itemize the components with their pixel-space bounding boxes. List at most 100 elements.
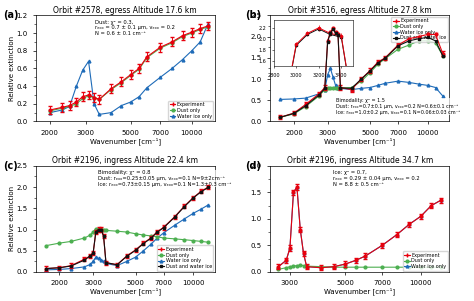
Dust and water ice: [278, 115, 283, 119]
Water ice only: [172, 223, 177, 227]
Dust and water ice: [291, 112, 297, 115]
Dust only: [198, 240, 204, 243]
Dust only: [100, 228, 106, 231]
Dust only: [98, 227, 104, 231]
Dust and water ice: [93, 230, 99, 234]
Line: Dust only: Dust only: [277, 264, 442, 271]
Dust only: [325, 87, 330, 90]
Dust only: [205, 240, 211, 244]
Title: Orbit #3516, egress Altitude 27.8 km: Orbit #3516, egress Altitude 27.8 km: [288, 5, 431, 14]
Dust only: [136, 67, 142, 71]
Water ice only: [407, 222, 412, 226]
Water ice only: [88, 262, 93, 266]
Dust only: [395, 48, 401, 51]
Dust only: [96, 98, 102, 101]
Dust only: [43, 244, 49, 247]
Water ice only: [379, 244, 385, 247]
Dust only: [189, 31, 195, 35]
Water ice only: [98, 258, 104, 262]
Dust only: [169, 41, 175, 45]
Water ice only: [406, 81, 412, 84]
Dust only: [57, 241, 63, 245]
Water ice only: [325, 73, 330, 76]
Dust and water ice: [416, 37, 422, 41]
Water ice only: [353, 259, 359, 262]
Dust only: [108, 88, 114, 92]
Dust only: [406, 43, 412, 47]
Line: Dust and water ice: Dust and water ice: [279, 27, 444, 119]
Dust and water ice: [182, 205, 187, 208]
Dust only: [114, 229, 120, 233]
Dust only: [148, 234, 154, 238]
Dust and water ice: [367, 69, 373, 73]
Dust only: [316, 94, 322, 98]
Dust only: [287, 265, 293, 268]
Water ice only: [82, 265, 87, 269]
Water ice only: [418, 214, 424, 218]
Dust only: [331, 265, 337, 269]
Dust and water ice: [155, 230, 160, 234]
Water ice only: [169, 67, 175, 70]
Dust only: [118, 81, 124, 84]
Dust and water ice: [333, 31, 338, 35]
Line: Water ice only: Water ice only: [48, 23, 209, 116]
Dust and water ice: [114, 263, 120, 267]
Water ice only: [358, 87, 364, 90]
Water ice only: [68, 267, 74, 270]
Dust only: [68, 240, 74, 243]
Dust only: [197, 28, 203, 31]
Water ice only: [383, 82, 388, 85]
Dust only: [407, 265, 412, 269]
Dust only: [375, 62, 381, 66]
Water ice only: [80, 68, 85, 72]
Dust and water ice: [133, 249, 138, 252]
Water ice only: [349, 88, 355, 92]
Dust only: [294, 264, 300, 267]
X-axis label: Wavenumber [cm⁻¹]: Wavenumber [cm⁻¹]: [90, 137, 161, 145]
Water ice only: [303, 96, 309, 100]
Dust only: [172, 237, 177, 241]
Dust and water ice: [68, 264, 74, 268]
Water ice only: [363, 254, 368, 258]
Dust only: [103, 228, 109, 232]
Water ice only: [157, 76, 163, 79]
Water ice only: [331, 265, 337, 268]
Dust only: [91, 230, 96, 234]
Dust only: [322, 88, 328, 92]
Dust and water ice: [100, 234, 106, 238]
Dust and water ice: [205, 186, 211, 189]
Water ice only: [287, 246, 293, 250]
Water ice only: [394, 233, 400, 237]
Dust and water ice: [98, 228, 104, 231]
Dust only: [180, 35, 185, 38]
Dust only: [363, 265, 368, 269]
Dust and water ice: [96, 228, 101, 231]
Dust only: [182, 238, 187, 241]
Dust only: [428, 265, 434, 269]
Text: Bimodality: χ² = 1.5
Dust: rₑₒₒ=0.7±0.1 μm, vₑₒₒ=0.2 N=0.6±0.1 cm⁻³
Ice: rₑₒₒ=1.: Bimodality: χ² = 1.5 Dust: rₑₒₒ=0.7±0.1 …: [337, 98, 461, 115]
Line: Water ice only: Water ice only: [45, 203, 210, 271]
Dust and water ice: [303, 104, 309, 107]
Water ice only: [322, 88, 328, 92]
Water ice only: [161, 231, 166, 235]
Dust and water ice: [337, 86, 343, 90]
Dust only: [278, 115, 283, 119]
Dust only: [335, 86, 341, 89]
Dust only: [88, 233, 93, 237]
Water ice only: [114, 264, 120, 267]
Water ice only: [182, 217, 187, 221]
Dust only: [433, 41, 438, 45]
Water ice only: [141, 249, 146, 253]
Dust only: [438, 265, 444, 269]
Water ice only: [118, 104, 124, 107]
Dust and water ice: [148, 237, 154, 240]
Water ice only: [375, 84, 381, 87]
Water ice only: [330, 75, 336, 79]
Water ice only: [103, 262, 109, 265]
Water ice only: [67, 105, 73, 108]
Dust only: [80, 97, 85, 100]
Dust only: [205, 25, 211, 29]
Dust and water ice: [440, 54, 446, 57]
Dust only: [333, 86, 338, 89]
Water ice only: [91, 259, 96, 263]
